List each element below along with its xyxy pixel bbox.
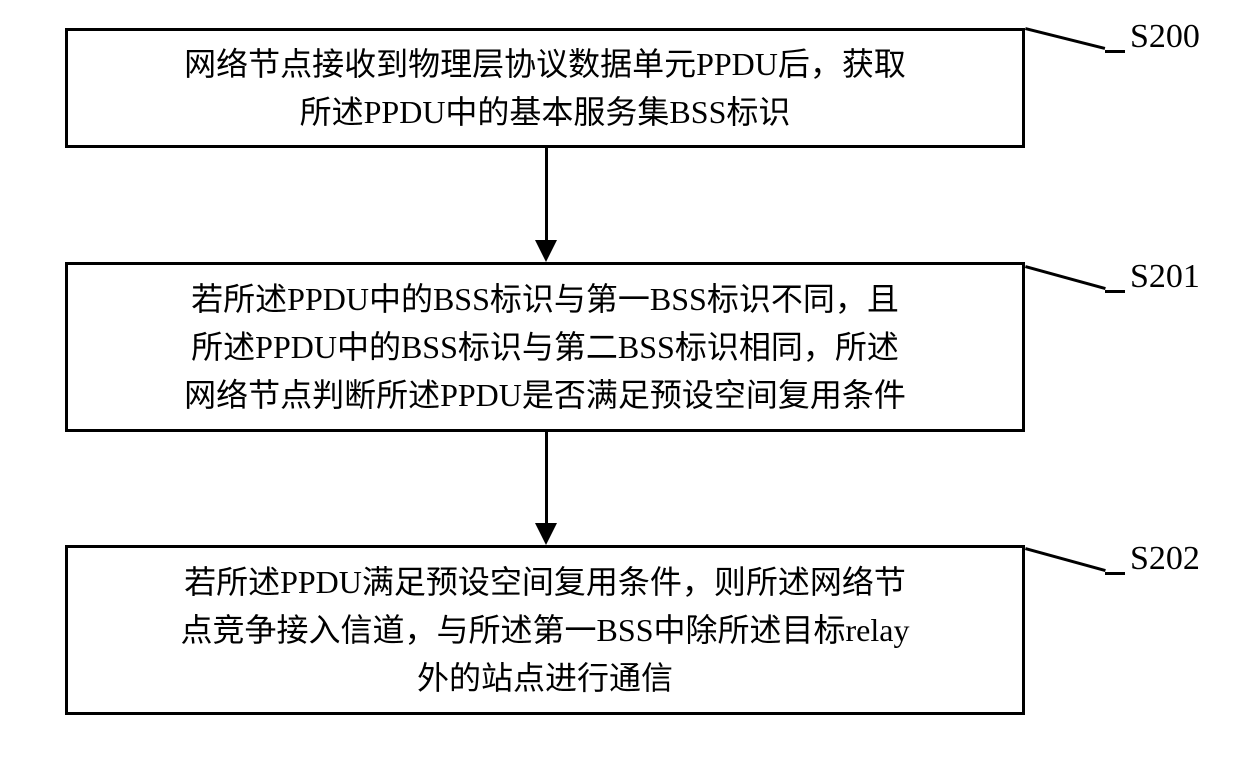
leader-line-s202	[1025, 547, 1106, 572]
arrow-head-s200-s201	[535, 240, 557, 262]
flowchart-container: 网络节点接收到物理层协议数据单元PPDU后，获取 所述PPDU中的基本服务集BS…	[0, 0, 1240, 766]
flow-step-s201: 若所述PPDU中的BSS标识与第一BSS标识不同，且 所述PPDU中的BSS标识…	[65, 262, 1025, 432]
flow-step-text: 若所述PPDU满足预设空间复用条件，则所述网络节 点竞争接入信道，与所述第一BS…	[181, 558, 910, 702]
arrow-s200-s201	[545, 148, 548, 240]
leader-line-s200	[1025, 27, 1106, 50]
leader-line-s201	[1025, 265, 1106, 290]
leader-hline-s202	[1105, 572, 1125, 575]
step-label-s201: S201	[1130, 258, 1200, 296]
leader-hline-s200	[1105, 50, 1125, 53]
step-label-s200: S200	[1130, 18, 1200, 56]
flow-step-s202: 若所述PPDU满足预设空间复用条件，则所述网络节 点竞争接入信道，与所述第一BS…	[65, 545, 1025, 715]
arrow-head-s201-s202	[535, 523, 557, 545]
arrow-s201-s202	[545, 432, 548, 523]
flow-step-text: 若所述PPDU中的BSS标识与第一BSS标识不同，且 所述PPDU中的BSS标识…	[184, 275, 906, 419]
step-label-s202: S202	[1130, 540, 1200, 578]
flow-step-text: 网络节点接收到物理层协议数据单元PPDU后，获取 所述PPDU中的基本服务集BS…	[184, 40, 906, 136]
leader-hline-s201	[1105, 290, 1125, 293]
flow-step-s200: 网络节点接收到物理层协议数据单元PPDU后，获取 所述PPDU中的基本服务集BS…	[65, 28, 1025, 148]
